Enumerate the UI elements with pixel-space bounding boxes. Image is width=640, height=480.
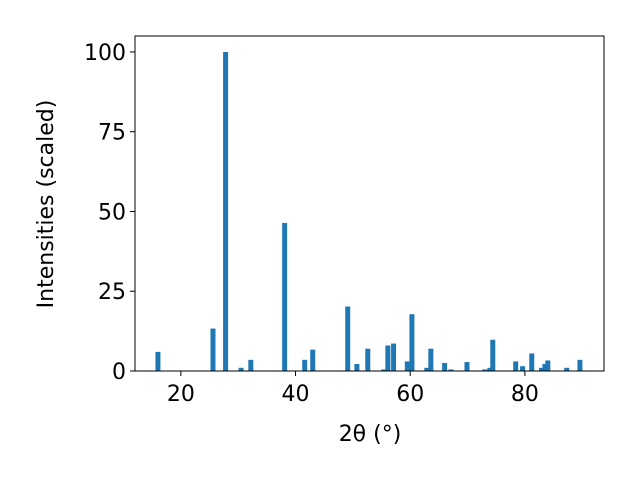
bar	[365, 348, 371, 371]
y-tick-label: 75	[98, 121, 126, 146]
bar	[542, 363, 548, 371]
bar	[409, 314, 415, 371]
bar	[482, 369, 488, 371]
x-axis-label: 2θ (°)	[339, 422, 402, 447]
y-tick-label: 50	[98, 200, 126, 225]
bar	[464, 362, 470, 371]
y-tick-label: 100	[84, 41, 126, 66]
bar	[385, 345, 391, 371]
bar	[155, 351, 161, 371]
bar	[520, 366, 526, 371]
bar	[539, 367, 545, 371]
bar	[428, 348, 434, 371]
y-tick-label: 0	[112, 360, 126, 385]
y-tick-label: 25	[98, 280, 126, 305]
x-tick-label: 80	[511, 382, 539, 407]
bar	[448, 369, 454, 371]
x-tick-label: 40	[282, 382, 310, 407]
bar	[282, 222, 288, 371]
bar	[564, 367, 570, 371]
bar	[381, 369, 387, 371]
bar	[310, 349, 316, 371]
bar	[424, 367, 430, 371]
bar	[442, 363, 448, 371]
bar	[302, 359, 308, 371]
x-tick-label: 60	[396, 382, 424, 407]
bar	[529, 353, 535, 371]
bar	[487, 367, 493, 371]
bar	[210, 328, 216, 371]
bar	[404, 361, 410, 371]
bar	[577, 359, 583, 371]
bar	[490, 339, 496, 371]
y-axis-label: Intensities (scaled)	[34, 100, 59, 309]
bar	[545, 360, 551, 371]
bar	[391, 343, 397, 371]
x-tick-label: 20	[167, 382, 195, 407]
bar	[513, 361, 519, 371]
bar	[223, 51, 229, 371]
bar	[248, 359, 254, 371]
bar	[354, 363, 360, 371]
bar	[345, 306, 351, 371]
bar	[238, 367, 244, 371]
plot-frame	[134, 35, 605, 372]
